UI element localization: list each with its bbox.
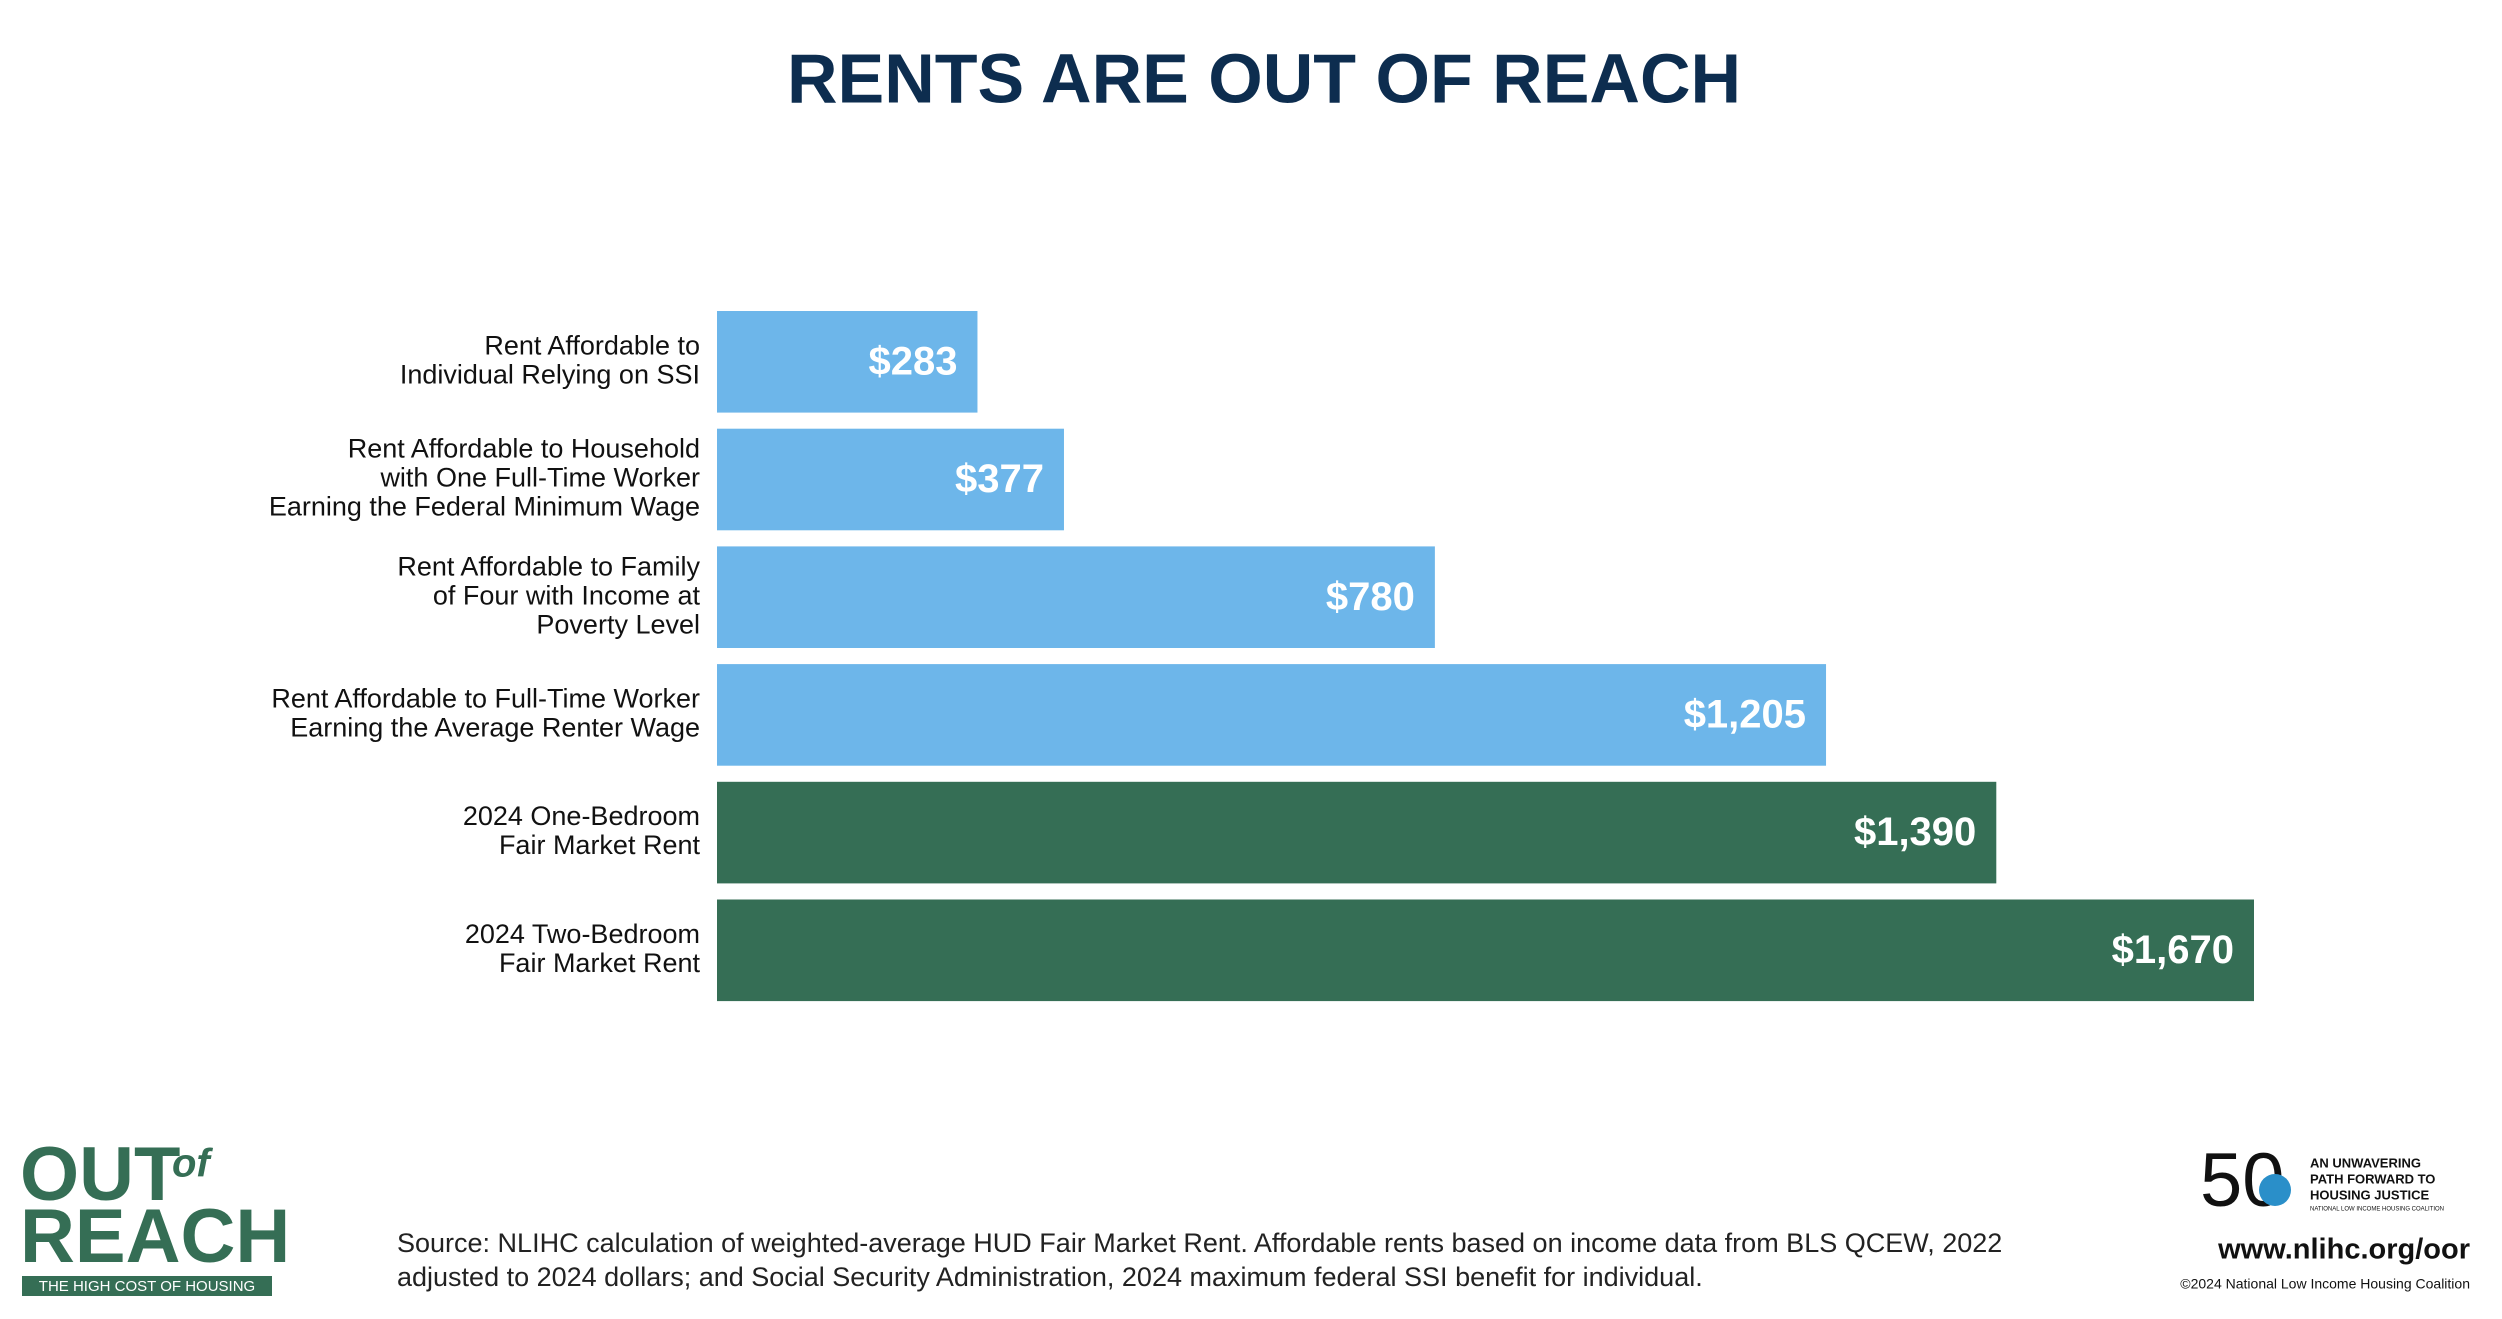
value-label: $377	[955, 457, 1044, 501]
source-note: Source: NLIHC calculation of weighted-av…	[397, 1228, 2002, 1258]
bar	[717, 311, 978, 413]
category-label: Earning the Average Renter Wage	[290, 713, 700, 743]
logo-tagline: HOUSING JUSTICE	[2310, 1187, 2430, 1202]
value-label: $1,205	[1684, 692, 1806, 736]
category-label: Rent Affordable to Family	[397, 551, 700, 581]
category-label: Rent Affordable to Household	[348, 434, 700, 464]
logo-tagline: AN UNWAVERING	[2310, 1155, 2421, 1170]
copyright: ©2024 National Low Income Housing Coalit…	[2180, 1276, 2470, 1292]
url[interactable]: www.nlihc.org/oor	[2217, 1234, 2470, 1266]
category-label: Rent Affordable to	[484, 330, 700, 360]
logo-band	[22, 1276, 272, 1296]
logo-org: NATIONAL LOW INCOME HOUSING COALITION	[2310, 1207, 2444, 1213]
bar	[717, 428, 1064, 531]
category-label: Individual Relying on SSI	[400, 359, 700, 389]
logo-left: OUT of REACH THE HIGH COST OF HOUSING	[20, 1132, 290, 1296]
logo-right: 50 AN UNWAVERING PATH FORWARD TO HOUSING…	[2180, 1138, 2470, 1292]
category-label: 2024 Two-Bedroom	[465, 919, 700, 949]
category-label: of Four with Income at	[433, 580, 701, 610]
bar	[717, 781, 1997, 884]
logo-text: REACH	[20, 1194, 290, 1279]
chart-title: RENTS ARE OUT OF REACH	[787, 39, 1741, 117]
logo-tagline: THE HIGH COST OF HOUSING	[39, 1278, 255, 1295]
source-note: adjusted to 2024 dollars; and Social Sec…	[397, 1262, 1703, 1292]
value-label: $1,670	[2112, 928, 2234, 972]
logo-text: of	[172, 1142, 213, 1186]
logo-text: OUT	[20, 1132, 180, 1217]
bar	[717, 899, 2254, 1002]
logo-tagline: PATH FORWARD TO	[2310, 1171, 2435, 1186]
value-label: $780	[1326, 575, 1415, 619]
category-label: Earning the Federal Minimum Wage	[269, 492, 700, 522]
category-label: with One Full-Time Worker	[379, 463, 700, 493]
bar	[717, 664, 1827, 766]
value-label: $283	[868, 339, 957, 383]
category-label: Fair Market Rent	[499, 830, 701, 860]
category-label: Fair Market Rent	[499, 948, 701, 978]
value-label: $1,390	[1854, 810, 1976, 854]
category-label: Poverty Level	[536, 609, 700, 639]
category-label: Rent Affordable to Full-Time Worker	[271, 684, 700, 714]
bar	[717, 546, 1435, 648]
logo-globe	[2259, 1174, 2291, 1206]
category-label: 2024 One-Bedroom	[463, 801, 700, 831]
